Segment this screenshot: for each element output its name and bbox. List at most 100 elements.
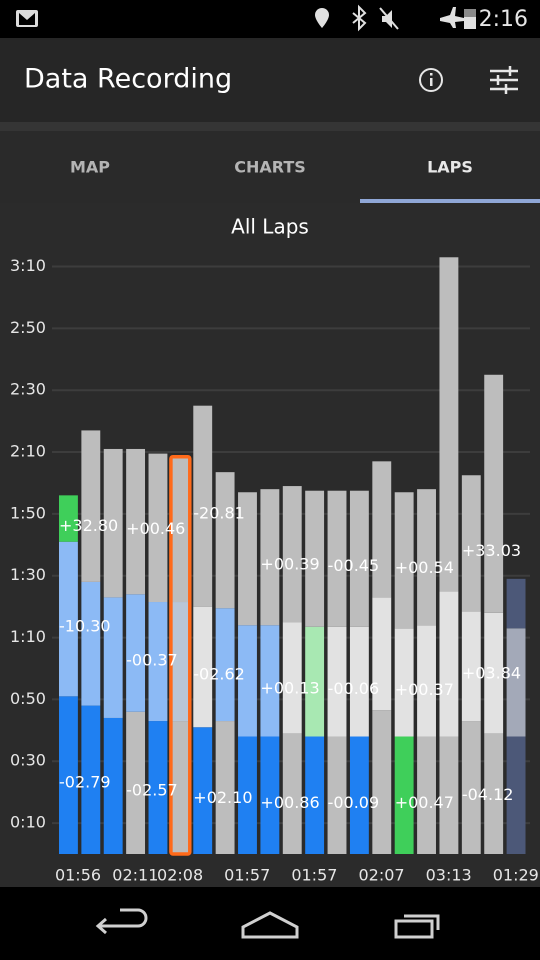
divider [0,122,540,131]
tab-label[interactable]: LAPS [427,158,473,177]
bar-segment [417,489,436,626]
bar-segment [103,717,123,854]
app-bar [0,38,540,122]
delta-label: -00.45 [328,556,380,575]
bar-segment [59,495,78,542]
bar-segment [484,374,504,613]
bar-segment [417,625,436,737]
bar-segment [372,710,392,854]
y-tick-label: 2:50 [10,318,46,337]
bar-segment [305,736,325,854]
tab-label[interactable]: MAP [70,158,110,177]
x-tick-label: 01:29 [493,866,539,885]
bar-segment [260,736,280,854]
delta-label: +00.47 [395,793,454,812]
bar-segment [238,492,257,626]
bar-segment [238,736,257,854]
settings-button[interactable] [490,66,518,94]
bar-segment [170,602,190,722]
x-tick-label: 01:56 [55,866,101,885]
delta-label: +00.37 [395,680,454,699]
bar-segment [506,628,526,737]
home-button[interactable] [241,911,299,939]
chart-title: All Laps [231,215,309,239]
bar-segment [372,597,392,711]
info-button[interactable] [419,68,443,92]
delta-label: -10.30 [59,617,111,636]
bar-segment [193,405,213,607]
bar-segment [327,626,347,737]
bar-segment [103,448,123,598]
bar-segment [260,625,280,737]
bar-segment [506,578,526,629]
bar-segment [461,721,481,854]
bar-segment [282,733,302,854]
delta-label: +00.39 [260,555,319,574]
x-tick-label: 02:08 [157,866,203,885]
y-tick-label: 0:50 [10,689,46,708]
delta-label: -02.57 [126,780,178,799]
bar-segment [148,721,168,854]
bar-segment [506,736,526,854]
bar-segment [305,490,325,627]
bar-segment [394,492,414,629]
tab-bar [0,131,540,203]
delta-label: +33.03 [462,541,521,560]
bar-segment [439,591,459,737]
bar-segment [126,448,146,595]
bar-segment [81,430,101,582]
y-tick-label: 3:10 [10,256,46,275]
delta-label: -00.37 [126,651,178,670]
x-tick-label: 01:57 [224,866,270,885]
delta-label: -04.12 [462,785,514,804]
recents-button[interactable] [394,914,440,939]
bar-segment [394,736,414,854]
bar-segment [126,594,146,712]
bar-segment [103,597,123,718]
x-tick-label: 03:13 [426,866,472,885]
y-tick-label: 0:10 [10,813,46,832]
tab-label[interactable]: CHARTS [234,158,306,177]
bar-segment [327,490,347,627]
bar-segment [81,581,101,706]
bar-segment [417,736,436,854]
back-button[interactable] [95,908,148,935]
y-tick-label: 2:10 [10,442,46,461]
bar-segment [282,486,302,623]
bar-segment [81,705,101,854]
x-tick-label: 01:57 [291,866,337,885]
bar-segment [372,461,392,598]
bar-segment [260,489,280,626]
y-tick-label: 1:10 [10,627,46,646]
bar-segment [193,727,213,854]
bar-segment [439,736,459,854]
plot: 0:10 0:30 0:50 1:10 1:30 1:50 2:10 2:30 2:50 3:10… [10,256,539,884]
app-title: Data Recording [24,64,232,95]
bar-segment [484,733,504,854]
delta-label: +03.84 [462,664,521,683]
nav-bar [0,887,540,960]
y-tick-label: 2:30 [10,380,46,399]
status-icons [16,4,476,32]
delta-label: +00.54 [395,558,454,577]
delta-label: +32.80 [59,516,118,535]
bar-segment [215,608,235,722]
bar-segment [349,626,369,737]
x-tick-label: 02:11 [112,866,158,885]
y-tick-label: 0:30 [10,751,46,770]
bar-segment [461,611,481,722]
bar-segment [349,736,369,854]
bar-segment [484,612,504,734]
bar-segment [215,472,235,609]
status-time: 2:16 [479,7,528,32]
bar-segment [126,711,146,854]
highlight-outline [169,454,192,856]
bar-segment [215,721,235,854]
bar-segment [327,736,347,854]
bar-segment [305,626,325,737]
tabs: MAP CHARTS LAPS [70,158,540,203]
bar-segment [282,622,302,734]
delta-label: +00.86 [260,793,319,812]
